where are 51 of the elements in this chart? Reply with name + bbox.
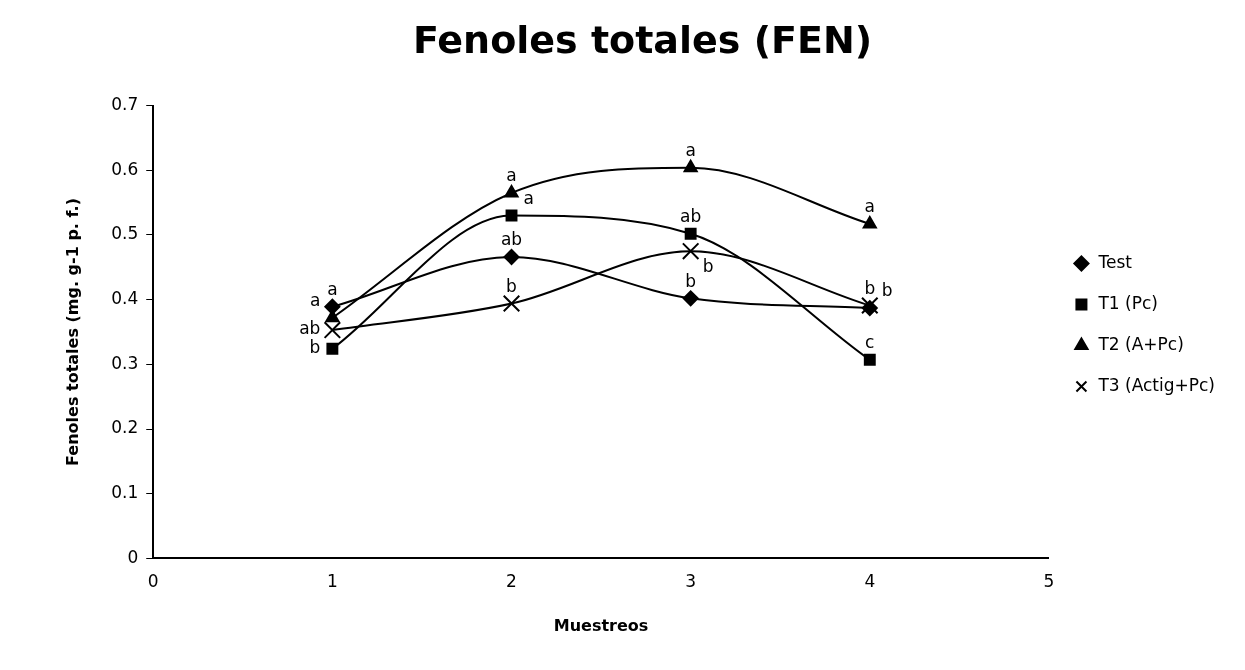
point	[324, 298, 341, 315]
annotation: a	[327, 279, 338, 300]
annotation: a	[685, 140, 696, 161]
x-tick-label: 4	[864, 571, 876, 592]
y-tick-label: 0	[127, 546, 139, 567]
y-tick-label: 0.5	[111, 223, 139, 244]
y-tick-label: 0.7	[111, 94, 139, 115]
annotation: ab	[500, 229, 523, 250]
x-tick-label: 5	[1043, 571, 1055, 592]
x-tick-label: 3	[685, 571, 697, 592]
annotation: a	[864, 196, 875, 217]
annotation: a	[506, 165, 517, 186]
point	[681, 242, 700, 260]
annotation: a	[309, 290, 321, 311]
x-tick-label: 0	[147, 571, 159, 592]
y-tick-label: 0.6	[111, 158, 139, 179]
point	[502, 294, 521, 313]
annotation: b	[702, 255, 714, 276]
y-tick-label: 0.4	[111, 288, 139, 309]
point	[682, 290, 699, 307]
annotation: ab	[299, 318, 321, 339]
legend-label: T2 (A+Pc)	[1097, 333, 1184, 354]
legend-label: Test	[1097, 251, 1133, 272]
annotation: b	[864, 277, 876, 298]
y-tick-label: 0.3	[111, 352, 139, 373]
point	[684, 227, 697, 240]
annotation: b	[309, 337, 321, 358]
point	[861, 300, 878, 317]
point	[323, 321, 342, 339]
x-axis-title: Muestreos	[553, 615, 649, 635]
y-tick-label: 0.2	[111, 417, 139, 438]
annotation: a	[523, 187, 534, 208]
y-tick-label: 0.1	[111, 482, 139, 503]
x-tick-label: 2	[506, 571, 517, 592]
x-tick-label: 1	[326, 571, 338, 592]
legend-label: T1 (Pc)	[1097, 292, 1158, 313]
point	[505, 209, 518, 222]
point	[503, 248, 520, 265]
chart-title: Fenoles totales (FEN)	[412, 17, 873, 62]
annotation: b	[881, 280, 893, 301]
point	[504, 184, 519, 198]
point	[863, 353, 876, 366]
annotation: b	[685, 270, 697, 291]
point	[683, 159, 698, 173]
y-axis-title: Fenoles totales (mg. g-1 p. f.)	[62, 198, 82, 466]
annotation: b	[506, 275, 517, 296]
point	[326, 342, 339, 355]
point	[862, 215, 877, 229]
annotation: ab	[680, 206, 702, 227]
annotation: c	[865, 332, 875, 353]
legend-label: T3 (Actig+Pc)	[1097, 374, 1216, 395]
